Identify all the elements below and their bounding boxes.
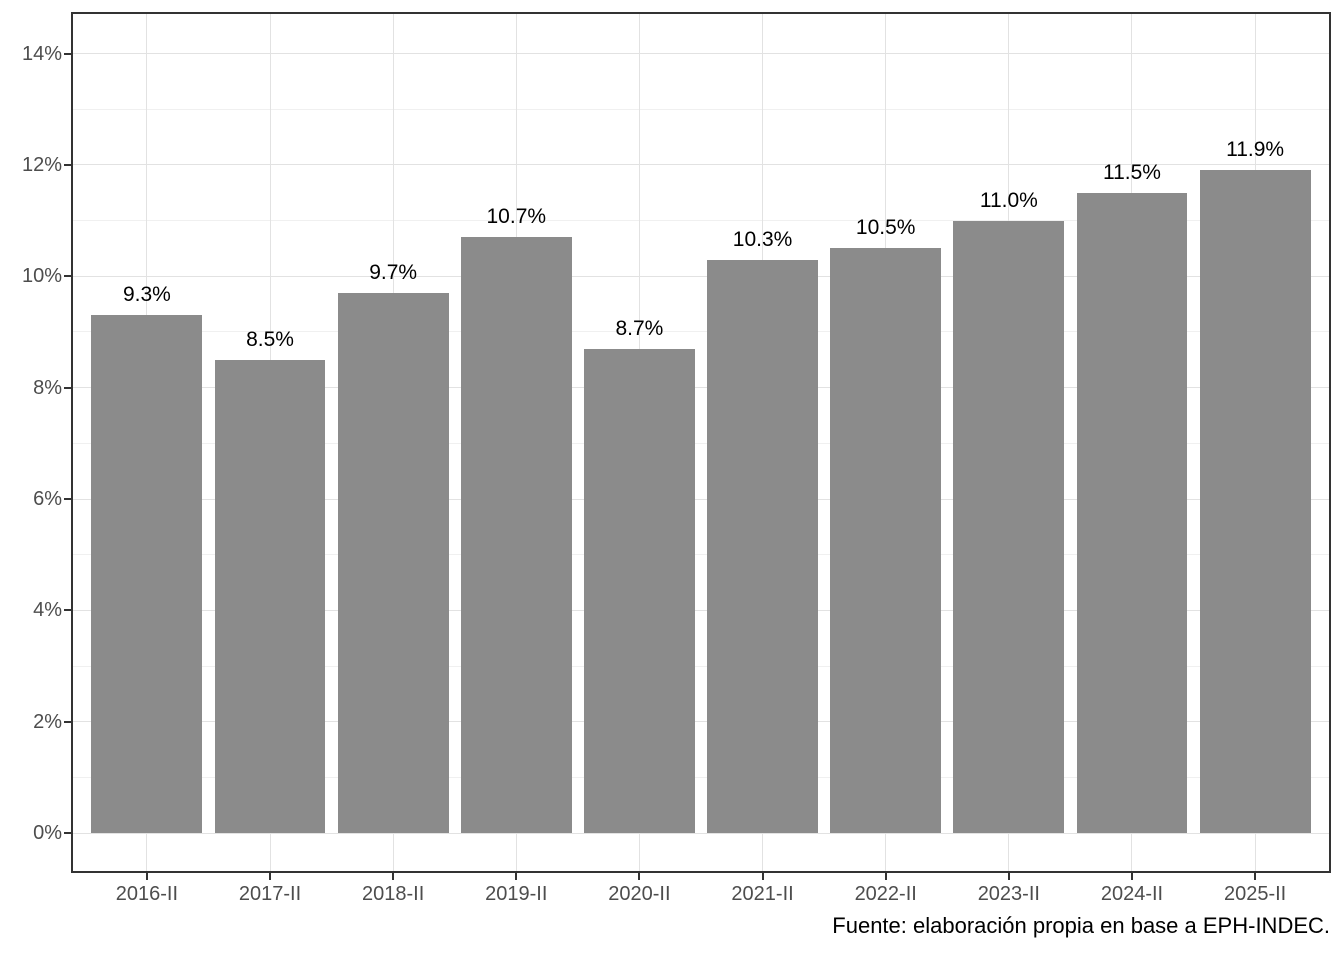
y-tick-label: 2% [33, 710, 62, 733]
x-tick-mark [392, 872, 395, 880]
y-minor-gridline [73, 442, 1329, 444]
y-minor-gridline [73, 331, 1329, 333]
bar-value-label: 10.7% [486, 205, 547, 229]
y-major-gridline [73, 832, 1329, 834]
x-tick-mark [761, 872, 764, 880]
plot-panel: 9.3% 8.5% 9.7% 10.7% 8.7% 10.3% 10.5% 11.0% 11.5… [73, 14, 1329, 871]
bar-value-label: 9.7% [369, 260, 418, 284]
y-tick-mark [64, 52, 72, 55]
y-tick-label: 4% [33, 599, 62, 622]
x-tick-label: 2018-II [362, 883, 425, 905]
bar-value-label: 11.0% [979, 188, 1038, 212]
x-tick-mark [884, 872, 887, 880]
y-major-gridline [73, 53, 1329, 55]
x-tick-label: 2023-II [977, 883, 1040, 905]
x-tick-mark [638, 872, 641, 880]
y-minor-gridline [73, 220, 1329, 222]
x-tick-label: 2020-II [608, 883, 671, 905]
bar [214, 359, 326, 834]
x-tick-label: 2022-II [854, 883, 917, 905]
bar-value-label: 8.5% [246, 327, 294, 351]
bar-value-label: 11.5% [1102, 160, 1161, 184]
y-tick-mark [64, 163, 72, 166]
y-major-gridline [73, 721, 1329, 723]
bar [830, 248, 942, 834]
bar [460, 237, 572, 834]
x-tick-label: 2016-II [115, 883, 178, 905]
y-tick-mark [64, 720, 72, 723]
y-tick-label: 12% [21, 153, 62, 176]
y-tick-mark [64, 498, 72, 501]
source-caption: Fuente: elaboración propia en base a EPH… [832, 913, 1330, 938]
x-tick-mark [1130, 872, 1133, 880]
y-tick-label: 10% [21, 265, 62, 288]
y-tick-label: 8% [33, 376, 62, 399]
bar [1076, 192, 1188, 834]
y-major-gridline [73, 387, 1329, 389]
x-tick-mark [515, 872, 518, 880]
bar [953, 220, 1065, 834]
bar [584, 348, 695, 834]
bar [707, 259, 818, 834]
x-tick-label: 2024-II [1100, 883, 1164, 905]
y-tick-mark [64, 386, 72, 389]
y-tick-label: 6% [33, 488, 62, 511]
bar [1199, 170, 1311, 834]
y-major-gridline [73, 275, 1329, 277]
bar-value-label: 10.3% [732, 227, 793, 251]
x-tick-label: 2025-II [1223, 883, 1287, 905]
y-minor-gridline [73, 665, 1329, 667]
bar [91, 315, 203, 834]
x-tick-mark [1007, 872, 1010, 880]
bar [337, 292, 449, 834]
bar-value-label: 9.3% [122, 283, 171, 307]
x-tick-mark [1254, 872, 1257, 880]
x-tick-label: 2017-II [238, 883, 302, 905]
y-tick-mark [64, 275, 72, 278]
bar-value-label: 8.7% [615, 316, 664, 340]
y-tick-label: 14% [21, 42, 62, 65]
y-major-gridline [73, 498, 1329, 500]
y-minor-gridline [73, 776, 1329, 778]
y-tick-label: 0% [33, 822, 62, 845]
bar-value-label: 11.9% [1226, 138, 1285, 162]
y-tick-mark [64, 609, 72, 612]
x-tick-mark [269, 872, 272, 880]
x-tick-label: 2019-II [485, 883, 548, 905]
y-major-gridline [73, 609, 1329, 611]
y-minor-gridline [73, 108, 1329, 110]
bar-value-label: 10.5% [855, 216, 916, 240]
y-major-gridline [73, 164, 1329, 166]
x-tick-mark [145, 872, 148, 880]
y-minor-gridline [73, 554, 1329, 556]
x-tick-label: 2021-II [731, 883, 794, 905]
y-tick-mark [64, 832, 72, 835]
